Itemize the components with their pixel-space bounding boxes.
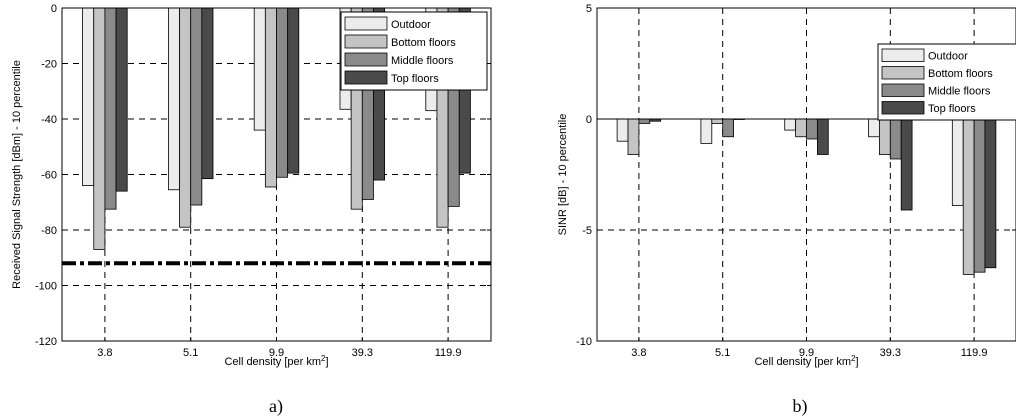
legend-swatch-top-floors [881, 101, 925, 115]
bar-outdoor-9.9 [784, 118, 797, 131]
legend-label-bottom-floors: Bottom floors [928, 68, 993, 80]
bar-middle-floors-9.9 [806, 118, 818, 140]
bar-outdoor-9.9 [253, 7, 266, 131]
y-tick-label: -40 [41, 114, 57, 126]
y-tick-label: -120 [35, 336, 57, 348]
bar-top-floors-39.3 [900, 118, 913, 211]
x-tick-label: 39.3 [880, 347, 901, 359]
legend-swatch-top-floors [344, 70, 388, 85]
x-tick-label: 5.1 [715, 347, 730, 359]
bar-top-floors-119.9 [984, 118, 997, 269]
legend-swatch-outdoor [344, 16, 388, 31]
x-tick-label: 9.9 [799, 347, 814, 359]
legend-label-outdoor: Outdoor [928, 51, 968, 63]
legend-label-bottom-floors: Bottom floors [391, 37, 456, 49]
legend-swatch-bottom-floors [881, 66, 925, 80]
legend-swatch-middle-floors [881, 83, 925, 97]
bar-bottom-floors-3.8 [93, 7, 106, 250]
bar-bottom-floors-3.8 [627, 118, 640, 155]
x-tick-label: 119.9 [435, 347, 462, 359]
x-tick-label: 5.1 [183, 347, 198, 359]
bar-outdoor-3.8 [616, 118, 629, 142]
bar-middle-floors-119.9 [973, 118, 986, 273]
legend: Outdoor Bottom floors Middle floors Top flo… [340, 11, 488, 91]
bar-bottom-floors-5.1 [179, 7, 192, 228]
legend-label-middle-floors: Middle floors [928, 86, 991, 98]
bar-bottom-floors-39.3 [879, 118, 891, 155]
bar-middle-floors-5.1 [722, 118, 734, 138]
bar-top-floors-3.8 [115, 7, 128, 192]
x-axis-label: Cell density [per km2] [754, 354, 858, 368]
y-tick-label: 0 [51, 3, 57, 15]
bar-outdoor-5.1 [167, 7, 180, 191]
legend-swatch-outdoor [881, 48, 925, 62]
bar-middle-floors-3.8 [104, 7, 117, 210]
chart-panel-a: 0 -20 -40 -60 -80 -100 -120 3.8 5.1 9.9 39.3 119.9 C… [11, 3, 492, 417]
bar-middle-floors-9.9 [276, 7, 289, 178]
chart-panel-b: 5 0 -5 -10 3.8 5.1 9.9 39.3 119.9 Cell density [p… [557, 3, 1016, 417]
bar-middle-floors-39.3 [889, 118, 902, 160]
x-tick-label: 9.9 [269, 347, 284, 359]
y-tick-label: -20 [41, 59, 57, 71]
y-tick-label: 0 [586, 114, 592, 126]
panel-label: b) [793, 396, 808, 417]
x-axis-label: Cell density [per km2] [224, 354, 328, 368]
y-tick-label: -80 [41, 225, 57, 237]
y-tick-label: -100 [35, 281, 57, 293]
bar-middle-floors-5.1 [190, 7, 203, 206]
y-tick-label: -10 [576, 336, 592, 348]
legend: Outdoor Bottom floors Middle floors Top flo… [877, 43, 1016, 121]
bar-outdoor-3.8 [82, 7, 95, 187]
legend-label-outdoor: Outdoor [391, 19, 431, 31]
bar-outdoor-39.3 [868, 118, 880, 138]
bar-middle-floors-3.8 [638, 118, 651, 124]
bar-bottom-floors-9.9 [795, 118, 807, 138]
bar-bottom-floors-5.1 [711, 118, 724, 124]
bar-outdoor-119.9 [951, 118, 964, 206]
bar-top-floors-9.9 [816, 118, 829, 155]
y-axis-label: SINR [dB] - 10 percentile [557, 114, 569, 236]
y-tick-label: 5 [586, 3, 592, 15]
y-tick-label: -5 [582, 225, 592, 237]
x-tick-label: 3.8 [631, 347, 646, 359]
bar-bottom-floors-119.9 [962, 118, 975, 275]
legend-label-top-floors: Top floors [391, 73, 439, 85]
y-axis-label: Received Signal Strength [dBm] - 10 perc… [11, 60, 23, 289]
bar-top-floors-9.9 [287, 7, 300, 174]
bar-top-floors-5.1 [201, 7, 214, 180]
bar-outdoor-5.1 [700, 118, 713, 144]
legend-label-top-floors: Top floors [928, 103, 976, 115]
bar-bottom-floors-9.9 [264, 7, 277, 188]
x-tick-label: 3.8 [97, 347, 112, 359]
legend-swatch-bottom-floors [344, 34, 388, 49]
x-tick-label: 119.9 [961, 347, 988, 359]
y-tick-label: -60 [41, 170, 57, 182]
legend-label-middle-floors: Middle floors [391, 55, 454, 67]
x-tick-label: 39.3 [352, 347, 373, 359]
panel-label: a) [269, 396, 283, 417]
legend-swatch-middle-floors [344, 52, 388, 67]
